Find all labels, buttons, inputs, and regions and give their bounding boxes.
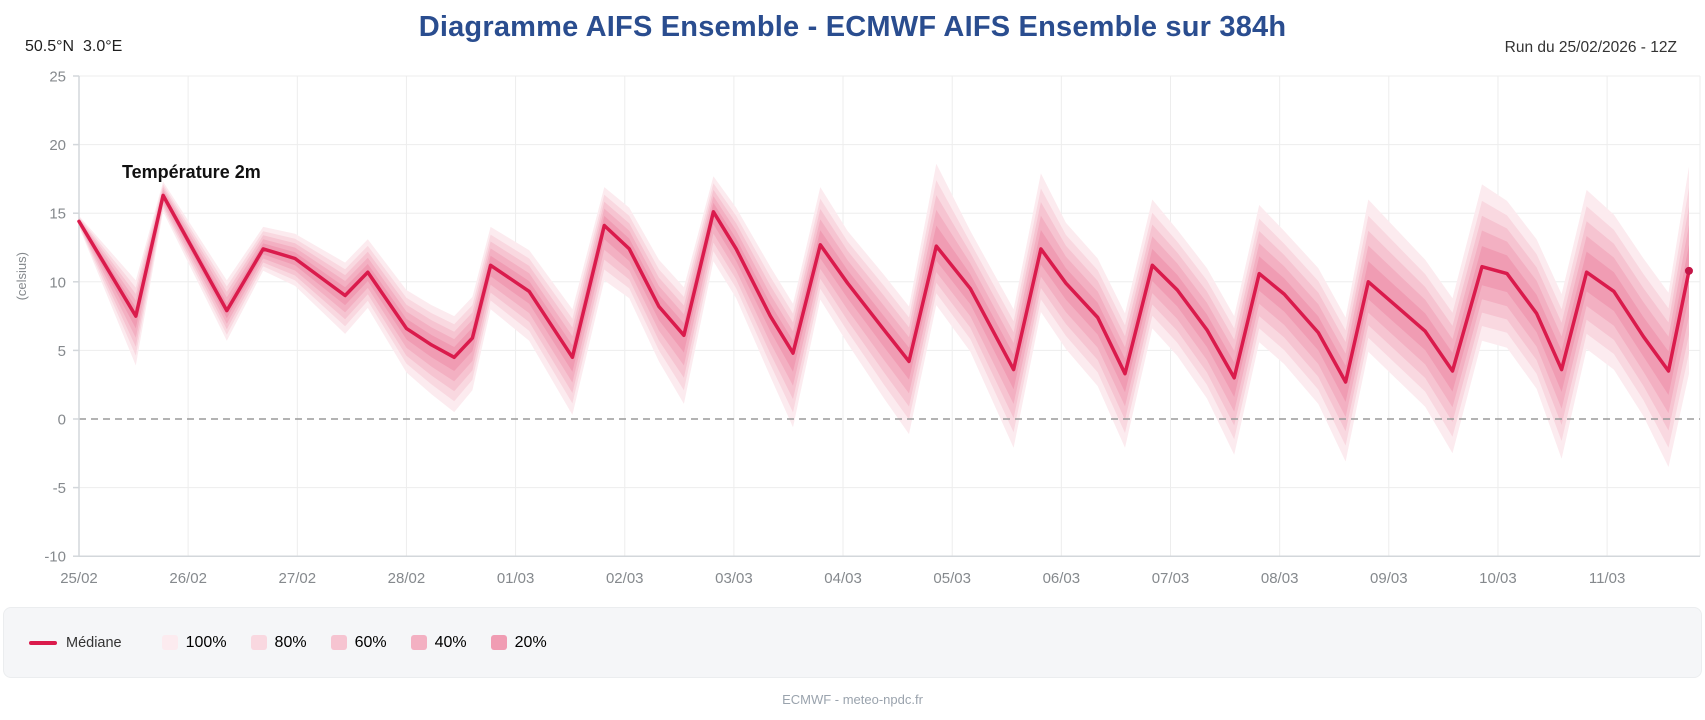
band-swatch-100% bbox=[161, 635, 178, 650]
y-tick-label: 10 bbox=[49, 274, 66, 291]
x-tick-label: 10/03 bbox=[1479, 570, 1517, 587]
legend-item-100%: 100% bbox=[161, 633, 227, 652]
x-tick-label: 04/03 bbox=[824, 570, 862, 587]
run-info: Run du 25/02/2026 - 12Z bbox=[1504, 39, 1677, 56]
median-line bbox=[77, 193, 1691, 384]
x-tick-label: 26/02 bbox=[169, 570, 207, 587]
y-tick-label: -5 bbox=[53, 480, 66, 497]
chart-parameter-title: Température 2m bbox=[122, 162, 261, 182]
band-swatch-20% bbox=[490, 635, 507, 650]
band-20% bbox=[79, 191, 1689, 402]
y-tick-label: 5 bbox=[58, 343, 66, 360]
band-label-100%: 100% bbox=[185, 633, 227, 651]
y-axis-labels: 25 20 15 10 5 0 -5 -10 bbox=[44, 69, 66, 566]
footer-credit: ECMWF - meteo-npdc.fr bbox=[782, 692, 923, 707]
band-swatch-40% bbox=[410, 635, 427, 650]
x-tick-label: 03/03 bbox=[715, 570, 753, 587]
x-tick-label: 05/03 bbox=[933, 570, 971, 587]
location-coordinates: 50.5°N 3.0°E bbox=[25, 38, 123, 55]
x-tick-label: 08/03 bbox=[1261, 570, 1299, 587]
band-label-20%: 20% bbox=[514, 633, 547, 651]
x-tick-label: 27/02 bbox=[279, 570, 317, 587]
x-tick-label: 01/03 bbox=[497, 570, 535, 587]
y-tick-label: 15 bbox=[49, 206, 66, 223]
legend-item-median: Médiane bbox=[29, 635, 122, 651]
x-tick-label: 02/03 bbox=[606, 570, 644, 587]
median-label: Médiane bbox=[66, 634, 122, 651]
legend-item-40%: 40% bbox=[410, 633, 467, 652]
legend-item-80%: 80% bbox=[250, 633, 307, 652]
x-tick-label: 06/03 bbox=[1043, 570, 1081, 587]
x-axis-labels: 25/02 26/02 27/02 28/02 01/03 02/03 03/03 04/03… bbox=[60, 570, 1625, 587]
page-title: Diagramme AIFS Ensemble - ECMWF AIFS Ens… bbox=[418, 11, 1287, 43]
legend-item-60%: 60% bbox=[330, 633, 387, 652]
y-tick-label: 25 bbox=[49, 69, 66, 86]
band-swatch-60% bbox=[330, 635, 347, 650]
y-tick-label: -10 bbox=[44, 549, 66, 566]
median-endpoint-dot bbox=[1684, 266, 1693, 275]
median-line-swatch bbox=[29, 640, 57, 645]
band-label-60%: 60% bbox=[354, 633, 387, 651]
axes bbox=[73, 75, 1700, 557]
legend-bar: Médiane 100% 80% 60% 40% 20% bbox=[3, 607, 1702, 678]
legend-band-items: 100% 80% 60% 40% 20% bbox=[161, 633, 571, 652]
y-tick-label: 0 bbox=[58, 412, 66, 429]
y-tick-label: 20 bbox=[49, 137, 66, 154]
legend-item-20%: 20% bbox=[490, 633, 547, 652]
ensemble-plume-chart: 25 20 15 10 5 0 -5 -10 25/02 26/02 27/02 28/02 01/03… bbox=[44, 69, 1701, 587]
x-tick-label: 25/02 bbox=[60, 570, 98, 587]
x-tick-label: 09/03 bbox=[1370, 570, 1408, 587]
x-tick-label: 11/03 bbox=[1589, 570, 1625, 587]
band-label-80%: 80% bbox=[274, 633, 307, 651]
y-axis-unit-label: (celsius) bbox=[14, 252, 29, 301]
x-tick-label: 07/03 bbox=[1152, 570, 1190, 587]
probability-bands bbox=[79, 163, 1689, 468]
x-tick-label: 28/02 bbox=[388, 570, 426, 587]
band-swatch-80% bbox=[250, 635, 267, 650]
band-label-40%: 40% bbox=[434, 633, 467, 651]
